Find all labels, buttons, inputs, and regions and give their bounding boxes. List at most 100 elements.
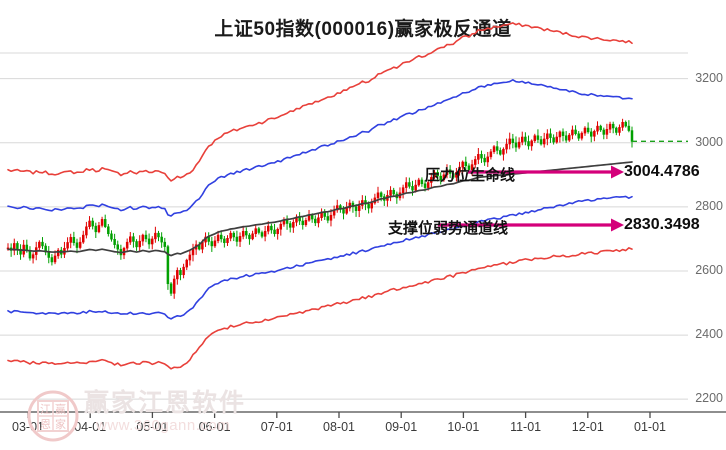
x-axis-tick-label: 01-01 [634,420,666,434]
url-watermark: www.360gann.com [96,417,231,434]
candle-body [586,127,590,133]
candle-body [329,214,333,221]
candle-body [176,270,179,280]
series-line-lower-band-inner [7,195,633,320]
candle-body [304,220,308,226]
candle-body [549,133,552,138]
candle-body [179,270,182,276]
candle-body [552,137,555,143]
candle-body [420,179,424,185]
resistance-arrow-head [611,165,624,179]
candle-body [492,146,496,152]
candle-body [107,226,110,235]
candle-body [273,229,276,235]
x-axis-tick-label: 07-01 [260,420,293,434]
series-group [6,22,634,370]
candle-body [245,230,248,236]
series-line-upper-band-inner [7,79,633,217]
y-axis-tick-label: 2200 [695,391,723,406]
candle-body [13,243,16,251]
candle-body [270,225,273,231]
candle-body [448,169,452,174]
candle-body [169,283,173,294]
candle-body [141,234,145,242]
candle-body [502,148,505,155]
annotation-label-resistance: 压力位生命线 [425,167,516,184]
candle-body [263,230,267,237]
candle-body [314,218,317,224]
candle-body [41,241,44,247]
candle-body [317,217,320,224]
candle-body [248,234,251,240]
candle-body [392,189,395,195]
candle-body [580,132,584,139]
candle-body [452,173,455,178]
candle-body [458,166,461,173]
candle-body [88,220,91,227]
candle-body [401,187,405,194]
candle-body [147,238,151,245]
brand-watermark: 赢家江恩软件 [84,389,247,417]
candle-body [267,225,270,232]
candle-body [336,205,339,211]
candle-body [132,236,135,242]
candle-body [524,136,527,142]
candle-body [292,221,295,228]
candle-body [19,248,22,255]
candle-body [621,121,624,128]
candle-body [627,125,631,131]
candle-body [191,248,195,256]
x-axis-tick-label: 06-01 [198,420,231,434]
y-axis-tick-label: 2800 [695,198,723,213]
candle-body [514,142,518,148]
candle-body [564,135,568,141]
candle-body [467,165,471,170]
candle-body [499,150,502,155]
candle-body [100,219,104,226]
candle-body [357,205,361,211]
x-axis-tick-label: 10-01 [447,420,480,434]
candle-body [38,241,41,248]
candle-body [129,236,132,243]
candle-body [367,204,370,209]
candle-body [172,278,176,294]
seal-watermark-icon: 江 赢 恩 家 [27,390,79,442]
candle-body [436,171,439,177]
candle-body [536,135,540,140]
candle-body [345,207,348,214]
candle-body [608,123,612,130]
candle-body [166,246,170,285]
candle-body [116,244,119,250]
candle-body [461,161,464,168]
candle-body [138,240,141,248]
candle-body [408,182,411,187]
candle-body [605,129,609,135]
candle-body [630,130,634,142]
candle-body [223,238,226,244]
y-axis-tick-label: 2400 [695,327,723,342]
x-axis-tick-label: 04-01 [74,420,107,434]
series-line-lifeline-center [7,161,633,257]
candle-body [477,154,480,160]
candle-body [72,237,76,244]
candle-body [555,136,558,143]
x-axis-tick-label: 09-01 [385,420,418,434]
candle-body [530,140,533,147]
candle-body [16,243,19,250]
candle-body [56,249,60,257]
candle-body [539,139,543,145]
candle-body [417,179,421,186]
candle-body [583,127,587,134]
candle-body [464,161,468,167]
candle-body [411,186,414,191]
candle-body [486,156,490,163]
candle-body [85,226,88,236]
candle-body [69,237,72,243]
candle-body [241,230,245,237]
candle-body [163,241,167,247]
candle-body [342,209,345,214]
candle-body [213,240,217,247]
candle-body [430,177,433,183]
candle-body [439,175,442,181]
